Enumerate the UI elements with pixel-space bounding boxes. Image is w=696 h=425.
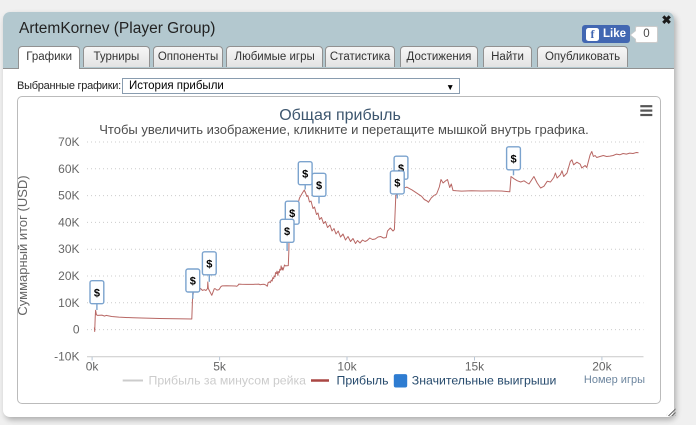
svg-text:0k: 0k (85, 359, 99, 373)
svg-text:-10K: -10K (54, 349, 79, 363)
svg-text:$: $ (302, 168, 308, 180)
svg-text:30K: 30K (58, 242, 79, 256)
svg-text:0: 0 (72, 322, 79, 336)
svg-text:Прибыль: Прибыль (336, 373, 388, 387)
svg-text:$: $ (289, 207, 295, 219)
svg-text:$: $ (284, 226, 290, 238)
svg-text:$: $ (510, 153, 516, 165)
svg-text:20k: 20k (592, 359, 612, 373)
svg-text:Значительные выигрыши: Значительные выигрыши (411, 373, 556, 387)
svg-text:$: $ (206, 258, 212, 270)
svg-text:5k: 5k (213, 359, 227, 373)
svg-text:70K: 70K (58, 135, 79, 149)
svg-text:$: $ (394, 177, 400, 189)
svg-text:15k: 15k (464, 359, 484, 373)
svg-text:$: $ (397, 162, 403, 174)
svg-text:$: $ (315, 180, 321, 192)
svg-text:10k: 10k (337, 359, 357, 373)
svg-text:$: $ (93, 287, 99, 299)
svg-text:50K: 50K (58, 188, 79, 202)
svg-text:40K: 40K (58, 215, 79, 229)
svg-text:10K: 10K (58, 295, 79, 309)
svg-text:Номер игры: Номер игры (583, 373, 644, 385)
svg-text:Суммарный итог (USD): Суммарный итог (USD) (18, 175, 30, 315)
svg-text:Прибыль за минусом рейка: Прибыль за минусом рейка (148, 373, 306, 387)
svg-text:$: $ (189, 275, 195, 287)
svg-text:20K: 20K (58, 269, 79, 283)
svg-text:Общая прибыль: Общая прибыль (279, 106, 401, 123)
svg-text:60K: 60K (58, 161, 79, 175)
svg-text:Чтобы увеличить изображение, к: Чтобы увеличить изображение, кликните и … (99, 122, 588, 137)
